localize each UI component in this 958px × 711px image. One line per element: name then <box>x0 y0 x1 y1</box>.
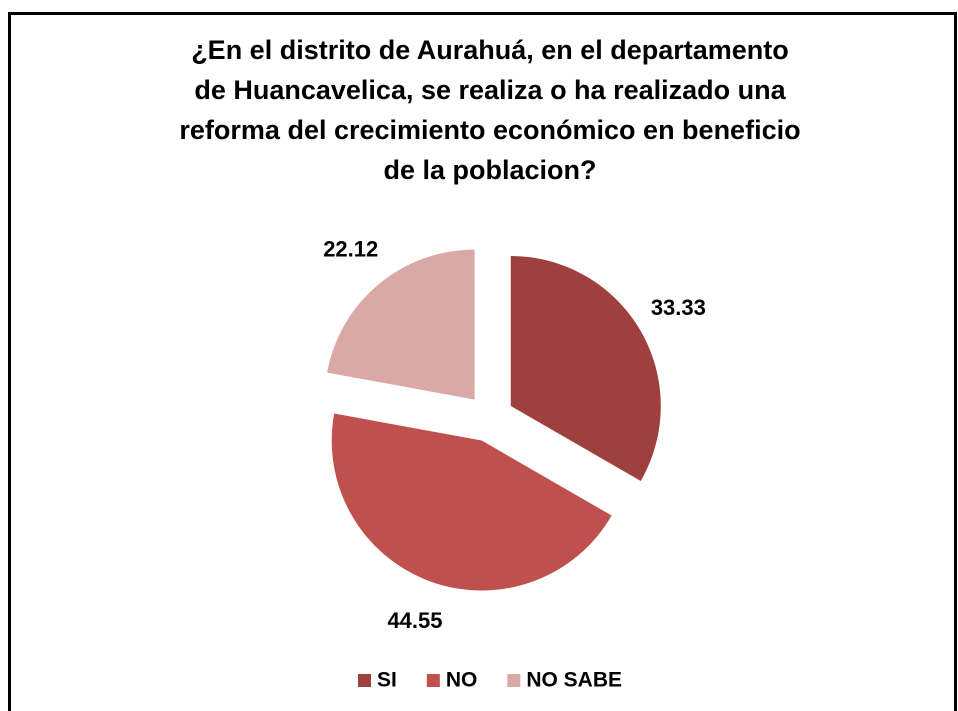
pie-slice <box>510 255 661 481</box>
legend-swatch <box>426 674 440 687</box>
chart-title: de la poblacion? <box>383 155 596 185</box>
data-label: 33.33 <box>651 295 706 320</box>
data-label: 22.12 <box>323 237 378 262</box>
chart-border <box>8 12 957 711</box>
legend-label: NO SABE <box>526 669 622 692</box>
legend-label: NO <box>446 669 478 692</box>
chart-title: de Huancavelica, se realiza o ha realiza… <box>194 75 786 105</box>
legend-label: SI <box>377 669 397 692</box>
pie-slice <box>327 249 475 400</box>
legend-swatch <box>357 674 371 687</box>
legend-swatch <box>507 674 521 687</box>
chart-title: reforma del crecimiento económico en ben… <box>179 115 800 145</box>
pie-slice <box>331 413 612 591</box>
data-label: 44.55 <box>387 608 442 633</box>
chart-title: ¿En el distrito de Aurahuá, en el depart… <box>191 35 789 65</box>
